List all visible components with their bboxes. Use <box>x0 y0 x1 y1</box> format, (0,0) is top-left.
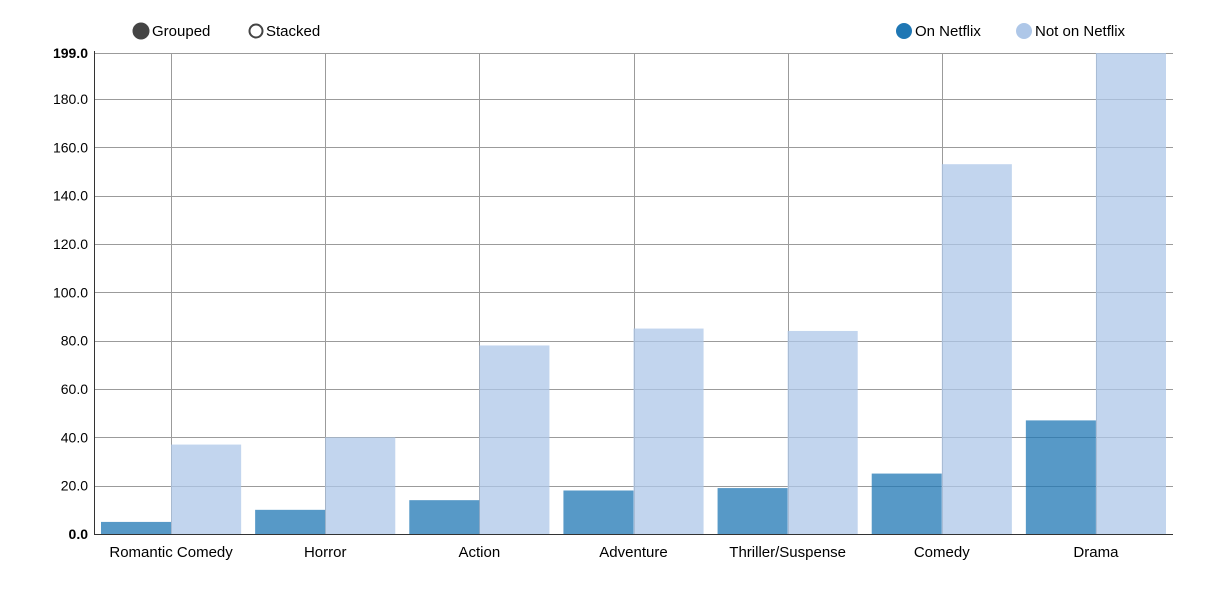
bar-not-on-netflix[interactable] <box>941 164 1012 535</box>
bar-group <box>255 437 396 534</box>
bar-not-on-netflix[interactable] <box>1095 53 1166 534</box>
y-axis-ticks: 0.0 20.0 40.0 60.0 80.0 100.0 120.0 140.0 160.0 1… <box>53 45 88 542</box>
x-tick-label: Thriller/Suspense <box>729 544 846 561</box>
bar-on-netflix[interactable] <box>871 473 942 534</box>
on-netflix-legend-dot-icon[interactable] <box>896 23 912 39</box>
bar-group <box>409 345 550 534</box>
bar-on-netflix[interactable] <box>101 521 172 534</box>
bars <box>101 53 1166 535</box>
stacked-radio-icon[interactable] <box>248 23 264 39</box>
y-tick-label: 180.0 <box>53 91 88 107</box>
x-tick-label: Horror <box>304 544 347 561</box>
y-tick-label: 0.0 <box>69 526 89 542</box>
axes <box>94 51 1173 535</box>
y-tick-label: 80.0 <box>61 333 88 349</box>
x-axis-ticks: Romantic Comedy Horror Action Adventure Thri… <box>109 544 1119 561</box>
grouped-option[interactable]: Grouped <box>132 22 211 40</box>
bar-not-on-netflix[interactable] <box>633 328 704 534</box>
y-tick-label: 60.0 <box>61 381 88 397</box>
stacked-label[interactable]: Stacked <box>266 23 320 40</box>
not-on-netflix-legend-dot-icon[interactable] <box>1016 23 1032 39</box>
bar-group <box>871 164 1012 535</box>
bar-not-on-netflix[interactable] <box>325 437 396 534</box>
not-on-netflix-legend-label[interactable]: Not on Netflix <box>1035 23 1126 40</box>
stacked-option[interactable]: Stacked <box>248 23 321 40</box>
bar-group <box>563 328 704 534</box>
mode-controls: Grouped Stacked <box>132 22 321 40</box>
y-tick-label: 160.0 <box>53 139 88 155</box>
y-tick-label: 140.0 <box>53 188 88 204</box>
bar-on-netflix[interactable] <box>255 509 326 534</box>
grouped-label[interactable]: Grouped <box>152 23 210 40</box>
bar-group <box>1025 53 1166 534</box>
bar-not-on-netflix[interactable] <box>479 345 550 534</box>
bar-group <box>101 444 242 534</box>
legend-item-not-on-netflix[interactable]: Not on Netflix <box>1016 23 1126 40</box>
x-tick-label: Action <box>459 544 501 561</box>
y-tick-label: 120.0 <box>53 236 88 252</box>
on-netflix-legend-label[interactable]: On Netflix <box>915 23 981 40</box>
bar-group <box>717 330 858 534</box>
x-tick-label: Comedy <box>914 544 970 561</box>
y-tick-label: 40.0 <box>61 429 88 445</box>
x-tick-label: Romantic Comedy <box>109 544 233 561</box>
y-tick-label: 20.0 <box>61 478 88 494</box>
bar-on-netflix[interactable] <box>717 488 788 534</box>
x-tick-label: Adventure <box>599 544 667 561</box>
bar-not-on-netflix[interactable] <box>171 444 242 534</box>
bar-on-netflix[interactable] <box>1025 420 1096 534</box>
bar-on-netflix[interactable] <box>409 500 480 534</box>
legend-item-on-netflix[interactable]: On Netflix <box>896 23 981 40</box>
y-tick-label: 100.0 <box>53 284 88 300</box>
x-tick-label: Drama <box>1073 544 1119 561</box>
bar-on-netflix[interactable] <box>563 490 634 534</box>
grouped-radio-icon[interactable] <box>132 22 150 40</box>
y-tick-label: 199.0 <box>53 45 88 61</box>
series-legend: On Netflix Not on Netflix <box>896 23 1126 40</box>
bar-not-on-netflix[interactable] <box>787 330 858 534</box>
